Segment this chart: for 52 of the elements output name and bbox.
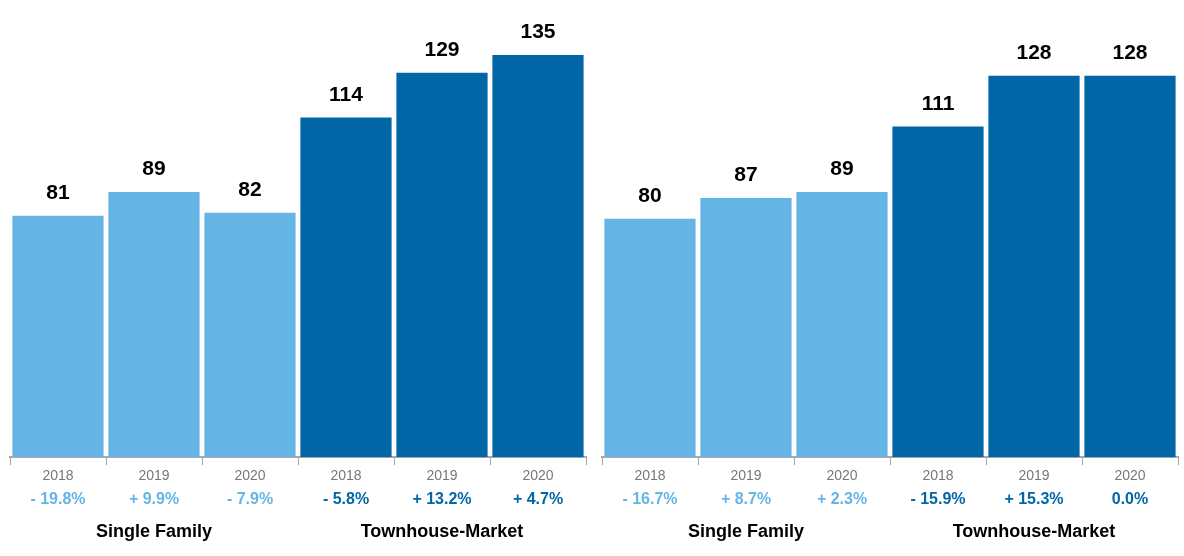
text: - 15.9% xyxy=(910,489,966,507)
text: Townhouse-Market xyxy=(952,521,1116,542)
bar xyxy=(988,75,1080,458)
bar xyxy=(796,191,888,458)
text: - 16.7% xyxy=(622,489,678,507)
text: 0.0% xyxy=(1111,489,1149,507)
x-tick-label: 2020 xyxy=(826,467,858,484)
bar xyxy=(492,54,584,458)
x-tick-label: 2020 xyxy=(234,467,266,484)
bar xyxy=(700,197,792,458)
text: - 19.8% xyxy=(30,489,86,507)
text: + 2.3% xyxy=(816,489,868,507)
data-label: 129 xyxy=(424,37,460,61)
x-tick-label: 2018 xyxy=(330,467,362,484)
data-label: 87 xyxy=(734,162,758,186)
x-tick-label: 2019 xyxy=(730,467,762,484)
bar xyxy=(204,212,296,458)
data-label: 128 xyxy=(1016,40,1052,64)
bar xyxy=(1084,75,1176,458)
x-tick-label: 2020 xyxy=(1114,467,1146,484)
data-label: 81 xyxy=(46,180,70,204)
bar xyxy=(12,215,104,458)
bar xyxy=(396,72,488,458)
data-label: 128 xyxy=(1112,40,1148,64)
data-label: 114 xyxy=(329,81,364,105)
x-tick-label: 2019 xyxy=(138,467,170,484)
bar xyxy=(604,218,696,458)
x-tick-label: 2018 xyxy=(634,467,666,484)
text: + 9.9% xyxy=(128,489,180,507)
text: - 7.9% xyxy=(226,489,274,507)
text: - 5.8% xyxy=(322,489,370,507)
text: + 13.2% xyxy=(412,489,472,507)
text: + 4.7% xyxy=(512,489,564,507)
bar xyxy=(300,117,392,458)
text: Townhouse-Market xyxy=(360,521,524,542)
text: + 8.7% xyxy=(720,489,772,507)
x-tick-label: 2020 xyxy=(522,467,554,484)
text: + 15.3% xyxy=(1004,489,1064,507)
x-tick-label: 2018 xyxy=(922,467,954,484)
data-label: 135 xyxy=(520,19,556,43)
x-tick-label: 2018 xyxy=(42,467,74,484)
data-label: 89 xyxy=(142,156,166,180)
data-label: 111 xyxy=(921,90,955,114)
data-label: 82 xyxy=(238,177,262,201)
bar xyxy=(892,126,984,458)
text: Single Family xyxy=(687,521,805,542)
data-label: 89 xyxy=(830,156,854,180)
bar xyxy=(108,191,200,458)
data-label: 80 xyxy=(638,183,662,207)
text: Single Family xyxy=(95,521,213,542)
x-tick-label: 2019 xyxy=(1018,467,1050,484)
x-tick-label: 2019 xyxy=(426,467,458,484)
